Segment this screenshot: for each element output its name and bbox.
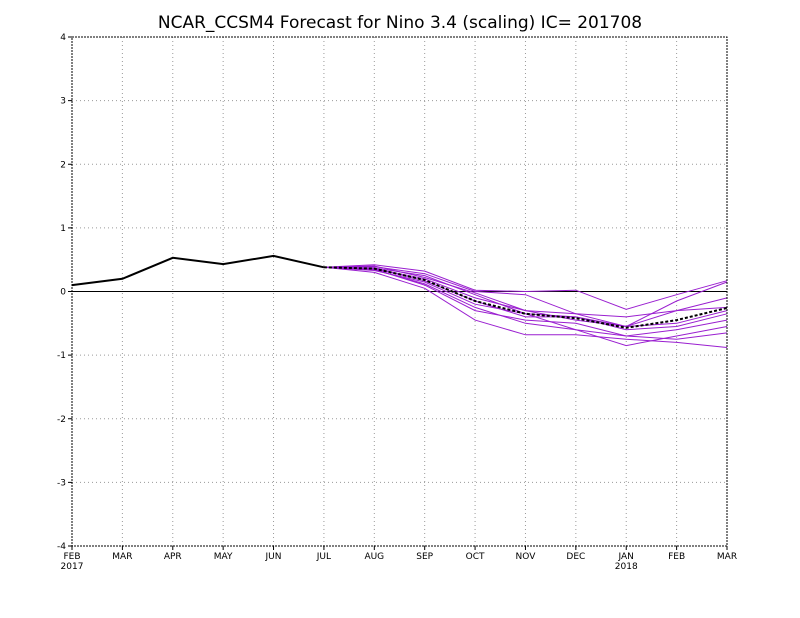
y-tick-label: -2: [57, 415, 66, 425]
x-tick-label: SEP: [416, 552, 433, 562]
x-tick-label: DEC: [566, 552, 585, 562]
x-tick-label: MAY: [214, 552, 233, 562]
x-tick-label: AUG: [364, 552, 384, 562]
observed-series: [71, 254, 325, 287]
ensemble-member-line-7: [323, 266, 728, 347]
y-axis-ticks: -4 -3 -2 -1 0 1 2 3 4: [57, 33, 72, 552]
y-tick-label: 4: [60, 33, 66, 43]
chart-title: NCAR_CCSM4 Forecast for Nino 3.4 (scalin…: [158, 13, 642, 33]
y-tick-label: -4: [57, 542, 66, 552]
x-tick-label: NOV: [516, 552, 537, 562]
ensemble-member-line-3: [323, 265, 728, 328]
x-tick-label: JUL: [316, 552, 331, 562]
ensemble-mean-series: [323, 266, 728, 329]
x-year-label: 2017: [61, 562, 84, 572]
ensemble-member-line-1: [323, 264, 728, 310]
x-tick-label: APR: [164, 552, 182, 562]
x-tick-label: FEB: [63, 552, 80, 562]
observed-line: [71, 254, 325, 287]
y-tick-label: -1: [57, 351, 66, 361]
y-tick-label: 3: [60, 97, 66, 107]
grid-lines: [72, 37, 727, 546]
ensemble-member-line-10: [323, 266, 728, 328]
x-tick-label: MAR: [717, 552, 737, 562]
x-year-label: 2018: [615, 562, 638, 572]
x-tick-label: MAR: [112, 552, 132, 562]
ensemble-mean-line: [323, 266, 728, 329]
x-tick-label: JAN: [618, 552, 634, 562]
y-tick-label: 2: [60, 160, 66, 170]
x-tick-label: OCT: [466, 552, 485, 562]
x-tick-label: FEB: [668, 552, 685, 562]
y-tick-label: -3: [57, 478, 66, 488]
y-tick-label: 0: [60, 288, 66, 298]
ensemble-member-line-6: [323, 266, 728, 348]
x-tick-label: JUN: [265, 552, 282, 562]
y-tick-label: 1: [60, 224, 66, 234]
ensemble-member-line-8: [323, 266, 728, 340]
x-axis-ticks: FEB MAR APR MAY JUN JUL AUG SEP OCT NOV DEC JAN FEB M…: [61, 546, 737, 572]
